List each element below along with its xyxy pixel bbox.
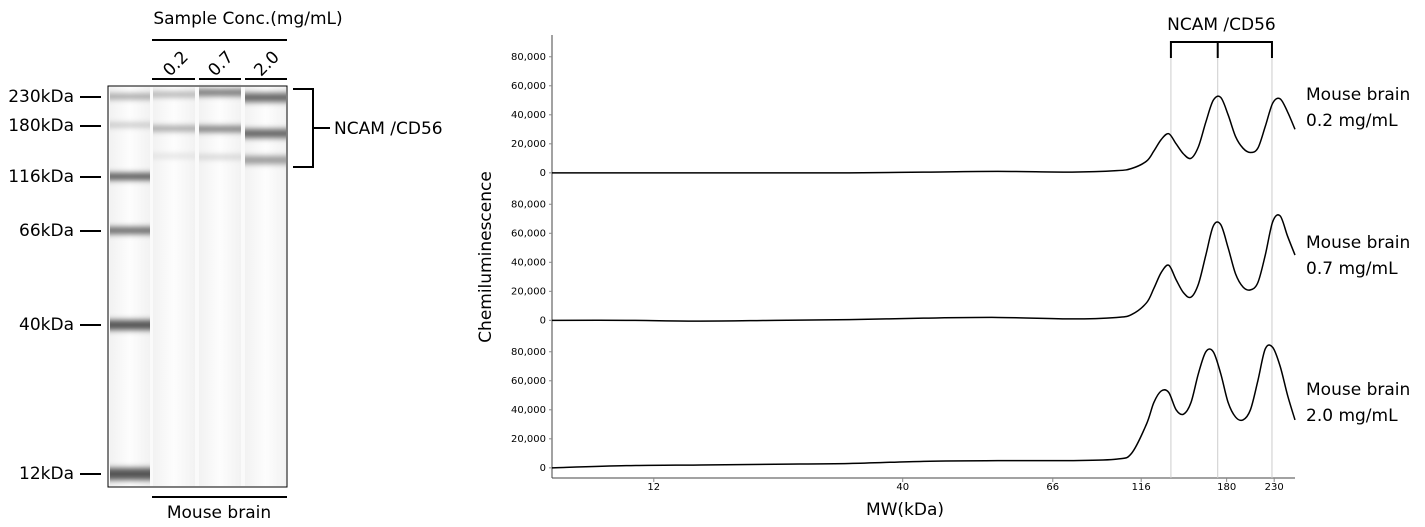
x-tick-label: 40 (896, 482, 909, 493)
y-tick-label: 20,000 (511, 286, 546, 297)
x-tick-label: 180 (1217, 482, 1236, 493)
x-tick-label: 230 (1265, 482, 1284, 493)
y-tick-label: 80,000 (511, 199, 546, 210)
trace (551, 214, 1296, 322)
y-tick-label: 0 (540, 463, 546, 474)
marker-label: 40kDa (19, 315, 74, 335)
y-tick-label: 0 (540, 315, 546, 326)
series-label: Mouse brain 2.0 mg/mL (1306, 380, 1411, 426)
y-tick-label: 20,000 (511, 434, 546, 445)
lane-label: 0.2 (159, 47, 192, 80)
gel-image (107, 85, 288, 488)
x-tick-label: 116 (1132, 482, 1151, 493)
y-tick-label: 60,000 (511, 81, 546, 92)
marker-label: 230kDa (8, 87, 74, 107)
series-label: Mouse brain 0.7 mg/mL (1306, 232, 1411, 279)
y-tick-label: 0 (540, 168, 546, 179)
annotation-bracket (1169, 41, 1273, 58)
y-tick-label: 40,000 (511, 110, 546, 121)
trace (551, 344, 1296, 469)
annotation-label: NCAM /CD56 (1167, 15, 1276, 35)
trace (552, 95, 1296, 174)
y-tick-label: 60,000 (511, 228, 546, 239)
lane-label: 0.7 (204, 47, 237, 80)
x-axis-label: MW(kDa) (866, 500, 944, 520)
y-tick-label: 40,000 (511, 405, 546, 416)
marker-label: 12kDa (19, 464, 74, 484)
gel-bracket (293, 88, 330, 168)
sample-label: Mouse brain (167, 503, 271, 523)
y-tick-label: 80,000 (511, 52, 546, 63)
marker-label: 180kDa (8, 116, 74, 136)
marker-label: 116kDa (8, 167, 74, 187)
series-label: Mouse brain 0.2 mg/mL (1306, 85, 1411, 131)
y-axis-label: Chemiluminescence (476, 171, 496, 343)
marker-label: 66kDa (19, 221, 74, 241)
y-tick-label: 80,000 (511, 347, 546, 358)
gel-bracket-label: NCAM /CD56 (334, 119, 443, 139)
x-tick-label: 12 (647, 482, 660, 493)
lane-labels: 0.2 0.7 2.0 (152, 47, 287, 81)
x-tick-label: 66 (1046, 482, 1059, 493)
y-tick-label: 20,000 (511, 139, 546, 150)
gel-title: Sample Conc.(mg/mL) (153, 9, 342, 29)
y-tick-label: 60,000 (511, 376, 546, 387)
marker-labels: 230kDa 180kDa 116kDa 66kDa 40kDa 12kDa (8, 87, 101, 484)
y-tick-label: 40,000 (511, 257, 546, 268)
lane-label: 2.0 (250, 47, 283, 80)
